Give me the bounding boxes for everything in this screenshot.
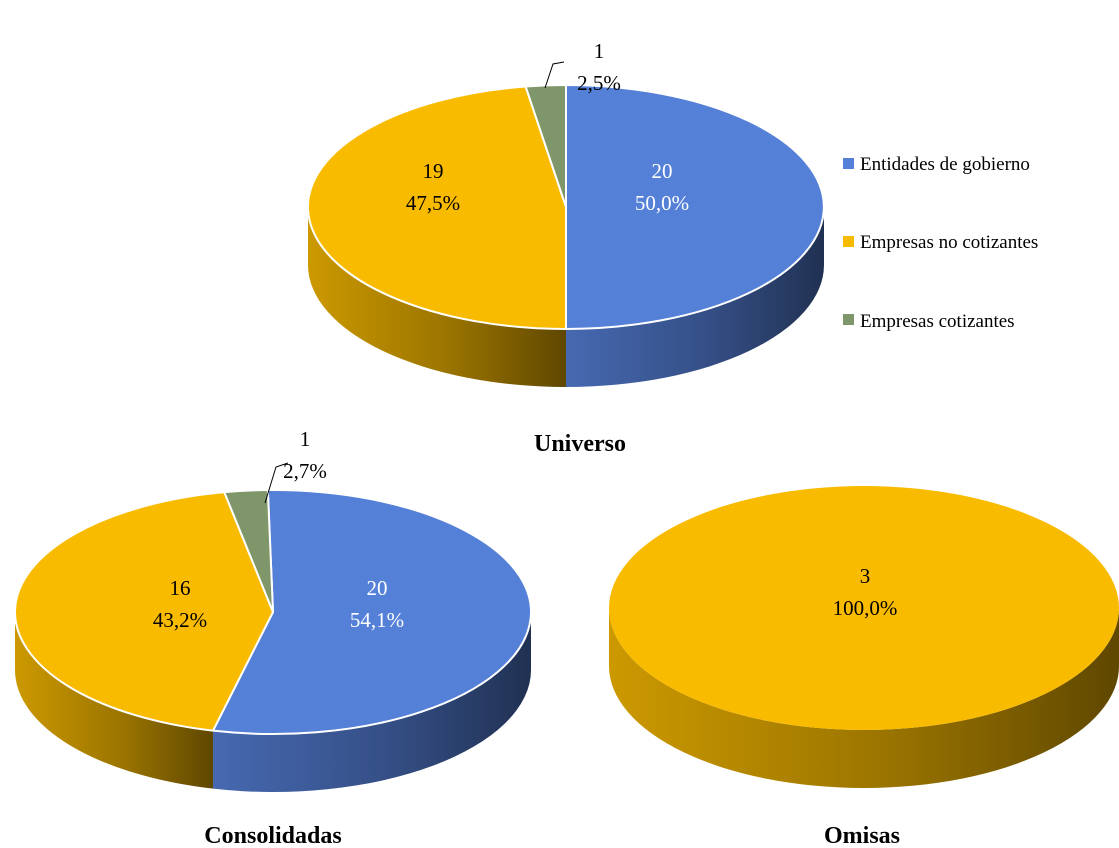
legend-swatch-no-cotizantes — [843, 236, 854, 247]
pie-side-gobierno — [566, 207, 824, 387]
pie-side-no-cotizantes — [308, 207, 566, 387]
legend-swatch-cotizantes — [843, 314, 854, 325]
pie-slice-gobierno — [211, 489, 532, 735]
data-label-value-no-cotizantes: 16 — [170, 576, 191, 600]
chart-title-consolidadas: Consolidadas — [204, 823, 341, 848]
data-label-value-gobierno: 20 — [652, 159, 673, 183]
leader-line — [264, 462, 289, 504]
legend-label-no-cotizantes: Empresas no cotizantes — [860, 232, 1038, 253]
pie-slice-no-cotizantes — [609, 486, 1119, 730]
legend-label-gobierno: Entidades de gobierno — [860, 154, 1030, 175]
data-label-percent-no-cotizantes: 43,2% — [153, 608, 207, 632]
pie-chart-universo: 20 50,0% 19 47,5% 1 2,5% — [307, 39, 825, 387]
data-label-percent-gobierno: 54,1% — [350, 608, 404, 632]
data-label-percent-cotizantes: 2,5% — [577, 71, 621, 95]
pie-slice-no-cotizantes — [13, 491, 274, 732]
pie-side-no-cotizantes — [15, 612, 213, 789]
pie-side-gobierno — [212, 612, 531, 792]
legend-swatch-gobierno — [843, 158, 854, 169]
legend: Entidades de gobierno Empresas no cotiza… — [843, 154, 1038, 332]
data-label-value-cotizantes: 1 — [300, 427, 311, 451]
data-label-value-no-cotizantes: 3 — [860, 564, 871, 588]
data-label-value-no-cotizantes: 19 — [423, 159, 444, 183]
chart-title-omisas: Omisas — [824, 823, 900, 848]
data-label-percent-no-cotizantes: 100,0% — [833, 596, 898, 620]
leader-line — [544, 61, 565, 89]
pie-slice-cotizantes — [223, 489, 274, 613]
data-label-percent-cotizantes: 2,7% — [283, 459, 327, 483]
data-label-value-cotizantes: 1 — [594, 39, 605, 63]
data-label-percent-gobierno: 50,0% — [635, 191, 689, 215]
data-label-percent-no-cotizantes: 47,5% — [406, 191, 460, 215]
pie-slice-no-cotizantes — [307, 85, 567, 330]
pie-chart-omisas: 3 100,0% — [609, 486, 1119, 788]
legend-label-cotizantes: Empresas cotizantes — [860, 311, 1015, 332]
data-label-value-gobierno: 20 — [367, 576, 388, 600]
pie-side-no-cotizantes — [609, 608, 1119, 788]
pie-chart-consolidadas: 20 54,1% 16 43,2% 1 2,7% — [13, 427, 532, 792]
pie-slice-gobierno — [565, 84, 825, 330]
chart-title-universo: Universo — [534, 431, 626, 457]
